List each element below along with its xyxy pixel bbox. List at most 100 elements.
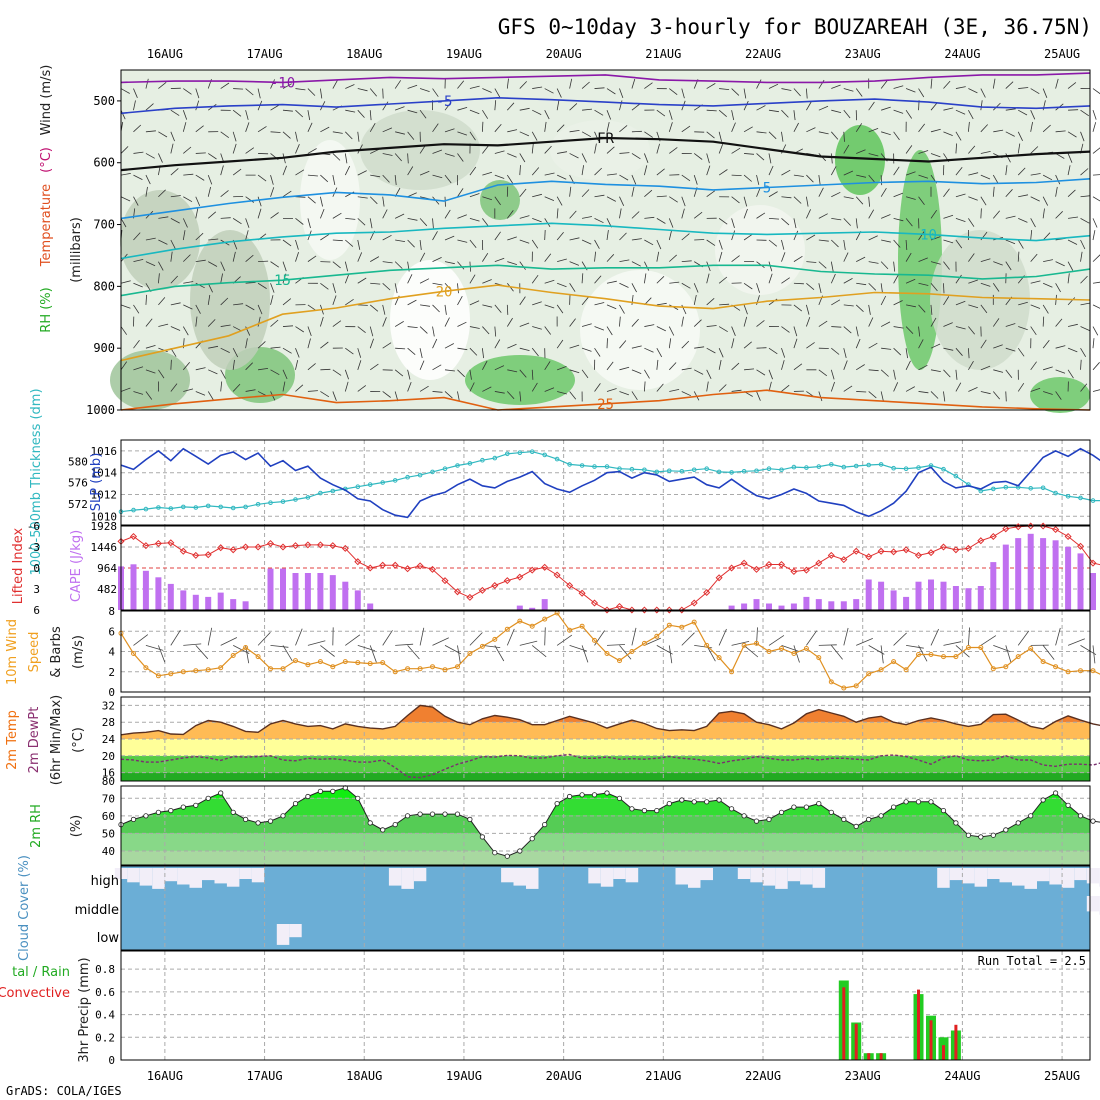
- wind-barb: [731, 88, 740, 96]
- wind-speed-marker: [567, 627, 573, 633]
- wind-barb: [1080, 326, 1090, 331]
- wind-barb: [183, 146, 192, 154]
- thickness-marker: [853, 463, 859, 469]
- wind-barb: [556, 339, 564, 349]
- temp-tick-label: 20: [102, 750, 115, 763]
- dewpt-label: 2m DewPt: [27, 707, 42, 774]
- wind-barb: [656, 326, 666, 332]
- precip-convective-legend: Convective: [0, 986, 70, 1001]
- wind-barb: [1092, 338, 1095, 349]
- wind-barb: [581, 131, 591, 138]
- li-marker: [1076, 542, 1085, 550]
- li-tick-label: 0: [33, 562, 40, 575]
- li-marker: [279, 543, 287, 551]
- isotherm-line: [120, 178, 1091, 220]
- wind-barb: [893, 131, 900, 141]
- wind-barb: [681, 196, 686, 207]
- wind-barb: [357, 385, 367, 392]
- wind-barb: [943, 369, 951, 378]
- wind-barb: [232, 143, 237, 154]
- wind-speed-marker: [542, 616, 548, 622]
- wind-barb: [195, 391, 206, 396]
- wind-barb: [569, 344, 580, 349]
- wind-barb: [1092, 645, 1096, 664]
- wind-barb: [345, 131, 353, 140]
- li-marker: [890, 548, 898, 556]
- wind-barb: [170, 143, 174, 154]
- wind-barb: [195, 174, 205, 181]
- wind-speed-marker: [218, 665, 224, 671]
- rh-frame: [120, 785, 1091, 866]
- wind-barb: [419, 239, 422, 250]
- wind-barb: [257, 208, 262, 219]
- wind-barb: [594, 302, 605, 306]
- wind-barb: [295, 239, 299, 250]
- wind-barb: [893, 274, 899, 284]
- rh-marker: [766, 816, 772, 823]
- wind-barb: [120, 88, 130, 94]
- thickness-marker: [1040, 485, 1046, 491]
- wind-barb: [295, 360, 299, 370]
- cloud-cell: [625, 868, 639, 883]
- temp-tick-label: 24: [102, 733, 116, 746]
- wind-barb: [370, 282, 381, 285]
- date-label-bottom: 20AUG: [546, 1069, 582, 1083]
- wind-speed-marker: [579, 623, 585, 629]
- wind-tick-label: 4: [108, 646, 115, 659]
- rh-marker: [355, 795, 361, 801]
- date-label-bottom: 22AUG: [745, 1069, 781, 1083]
- cloud-cell: [974, 868, 988, 887]
- wind-barb: [382, 209, 388, 219]
- chart-title: GFS 0~10day 3-hourly for BOUZAREAH (3E, …: [498, 15, 1092, 39]
- wind-barb: [469, 326, 480, 329]
- rh-marker: [404, 813, 411, 819]
- wind-speed-marker: [1028, 646, 1034, 651]
- rh-marker: [292, 800, 299, 807]
- dewpt-line: [120, 753, 1100, 779]
- temperature-unit-label: (°C): [39, 147, 54, 173]
- wind-barb: [1092, 281, 1100, 284]
- wind-barb: [1042, 232, 1051, 241]
- wind-barb: [831, 84, 841, 89]
- wind-barb: [955, 143, 957, 154]
- wind-barb: [968, 172, 979, 176]
- wind-barb: [744, 153, 755, 155]
- wind-barb: [494, 257, 505, 263]
- cloud-cell: [251, 868, 265, 883]
- wind-barb: [407, 381, 412, 392]
- wind-barb: [1030, 326, 1037, 336]
- wind-barb: [295, 144, 300, 154]
- wind-barb: [968, 279, 978, 284]
- rh-marker: [928, 799, 934, 805]
- li-marker: [217, 544, 225, 552]
- wind-barb: [556, 100, 560, 111]
- wind-barb: [881, 347, 892, 350]
- wind-barb: [519, 391, 522, 402]
- li-tick-label: -6: [27, 520, 40, 533]
- wind-barb: [619, 125, 628, 133]
- rh-marker: [1053, 790, 1059, 796]
- wind-barb: [843, 304, 854, 307]
- wind-barb: [930, 236, 941, 241]
- wind-barb: [806, 127, 816, 133]
- wind-barb: [681, 632, 695, 646]
- wind-barb: [756, 212, 766, 219]
- wind-barb: [718, 348, 724, 358]
- thickness-marker: [741, 469, 747, 474]
- wind-barb: [494, 391, 505, 394]
- wind-barb: [506, 78, 509, 89]
- wind-barb: [606, 110, 612, 120]
- wind-barb: [195, 88, 200, 99]
- cloud-cell: [1074, 868, 1087, 881]
- wind-barb: [930, 153, 941, 158]
- cloud-frame: [120, 865, 1091, 951]
- wind-barb: [656, 359, 659, 370]
- wind-barb: [170, 109, 180, 116]
- wind-barb: [195, 100, 200, 111]
- wind-speed-marker: [704, 642, 710, 648]
- wind-barb: [183, 361, 191, 371]
- wind-barb: [519, 81, 527, 89]
- wind-barb: [332, 175, 336, 185]
- wind-barb: [544, 253, 552, 262]
